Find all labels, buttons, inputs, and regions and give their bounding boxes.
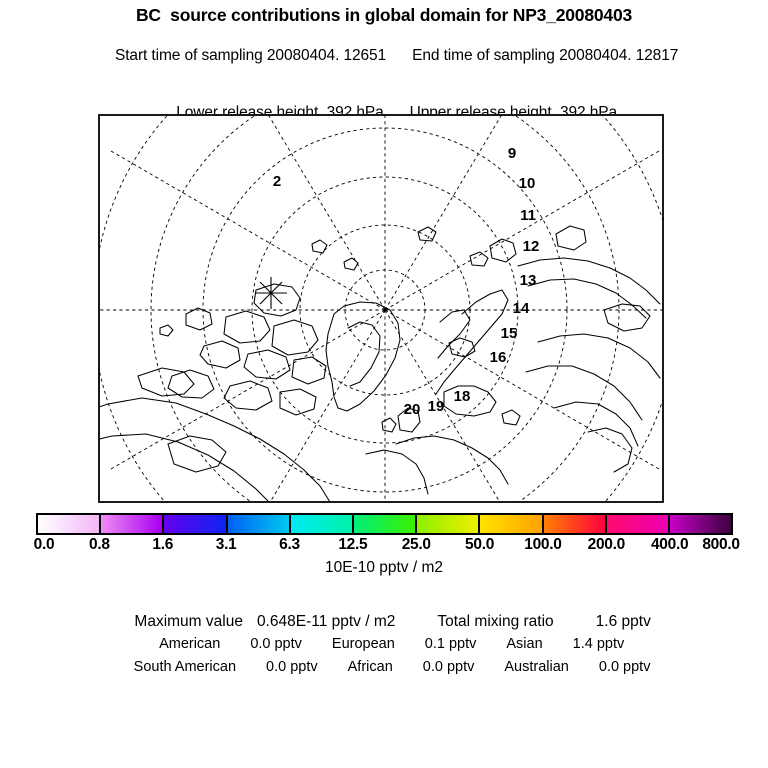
colorbar-panel[interactable] — [36, 513, 733, 535]
colorbar-tick-0-8: 0.8 — [89, 536, 110, 553]
region-value-african: 0.0 pptv — [422, 659, 475, 675]
colorbar-segment-4 — [288, 515, 352, 533]
trajectory-label-18: 18 — [454, 388, 471, 405]
colorbar-segment-7 — [478, 515, 542, 533]
colorbar[interactable] — [36, 513, 733, 535]
colorbar-tick-3-1: 3.1 — [215, 536, 237, 553]
colorbar-tick-6-3: 6.3 — [279, 536, 300, 553]
colorbar-tick-0-0: 0.0 — [33, 536, 55, 553]
max-value-value: 0.648E-11 pptv / m2 — [256, 613, 396, 630]
trajectory-label-15: 15 — [501, 325, 518, 342]
end-time-label: End time of sampling — [412, 47, 555, 64]
colorbar-segment-2 — [162, 515, 226, 533]
region-label-american: American — [159, 636, 221, 652]
colorbar-tick-25-0: 25.0 — [401, 536, 431, 553]
colorbar-segment-9 — [604, 515, 668, 533]
sampling-time-line: Start time of sampling 20080404. 12651 En… — [0, 29, 768, 83]
region-row-2: South American 0.0 pptv African 0.0 pptv Aus… — [0, 643, 768, 691]
max-value-label: Maximum value — [134, 613, 243, 630]
trajectory-label-11: 11 — [520, 207, 536, 224]
trajectory-label-13: 13 — [520, 272, 537, 289]
colorbar-tick-200-0: 200.0 — [587, 536, 626, 553]
colorbar-segment-1 — [99, 515, 163, 533]
colorbar-tick-100-0: 100.0 — [524, 536, 562, 553]
colorbar-units-label: 10E-10 pptv / m2 — [324, 559, 444, 576]
trajectory-label-2: 2 — [273, 173, 281, 190]
colorbar-tick-12-5: 12.5 — [338, 536, 368, 553]
trajectory-label-14: 14 — [513, 300, 530, 317]
total-mixing-ratio-value: 1.6 pptv — [595, 613, 651, 630]
colorbar-tick-50-0: 50.0 — [465, 536, 495, 553]
end-time-value: 20080404. 12817 — [559, 47, 679, 64]
polar-stereographic-map[interactable]: 2 910 11 12 13 14 15 16 18 19 20 — [98, 114, 664, 503]
colorbar-tick-400-0: 400.0 — [650, 536, 689, 553]
colorbar-segment-8 — [541, 515, 605, 533]
map-background — [98, 114, 664, 503]
trajectory-labels: 2 910 11 12 13 14 15 16 18 19 20 — [273, 145, 540, 418]
colorbar-segment-10 — [667, 515, 732, 533]
map-frame — [98, 114, 664, 503]
region-label-asian: Asian — [506, 636, 543, 652]
start-time-value: 20080404. 12651 — [266, 47, 387, 64]
colorbar-segment-5 — [351, 515, 416, 533]
region-value-australian: 0.0 pptv — [598, 659, 651, 675]
colorbar-segment-0 — [38, 515, 100, 533]
colorbar-tick-labels: 0.0 0.8 1.6 3.1 6.3 12.5 25.0 50.0 100.0 200.0 400… — [0, 536, 768, 556]
trajectory-label-9: 9 — [508, 145, 516, 162]
region-label-african: African — [347, 659, 393, 675]
colorbar-tick-1-6: 1.6 — [152, 536, 174, 553]
map-panel[interactable]: 2 9 10 11 12 13 14 15 16 18 19 20 — [98, 114, 664, 503]
colorbar-segment-6 — [415, 515, 479, 533]
region-row-1: American 0.0 pptv European 0.1 pptv Asian 1.4… — [0, 620, 768, 668]
trajectory-label-12: 12 — [523, 238, 540, 255]
region-label-australian: Australian — [504, 659, 569, 675]
page-title: BC source contributions in global domain… — [135, 5, 633, 25]
region-value-american: 0.0 pptv — [250, 636, 302, 652]
start-time-label: Start time of sampling — [114, 47, 263, 64]
total-mixing-ratio-label: Total mixing ratio — [437, 613, 554, 630]
trajectory-label-10: 10 — [519, 175, 536, 192]
trajectory-label-16: 16 — [490, 349, 507, 366]
graticule-meridians — [99, 115, 663, 502]
region-label-european: European — [331, 636, 395, 652]
region-value-asian: 1.4 pptv — [572, 636, 625, 652]
region-label-south-american: South American — [133, 659, 237, 675]
release-site-marker — [255, 277, 287, 309]
region-value-south-american: 0.0 pptv — [266, 659, 318, 675]
colorbar-segment-3 — [225, 515, 289, 533]
colorbar-tick-800-0: 800.0 — [702, 536, 740, 553]
trajectory-label-20: 20 — [404, 401, 421, 418]
coastlines — [99, 225, 661, 502]
region-value-european: 0.1 pptv — [424, 636, 477, 652]
trajectory-label-19: 19 — [428, 398, 445, 415]
max-value-line: Maximum value 0.648E-11 pptv / m2 Total mi… — [0, 595, 768, 649]
